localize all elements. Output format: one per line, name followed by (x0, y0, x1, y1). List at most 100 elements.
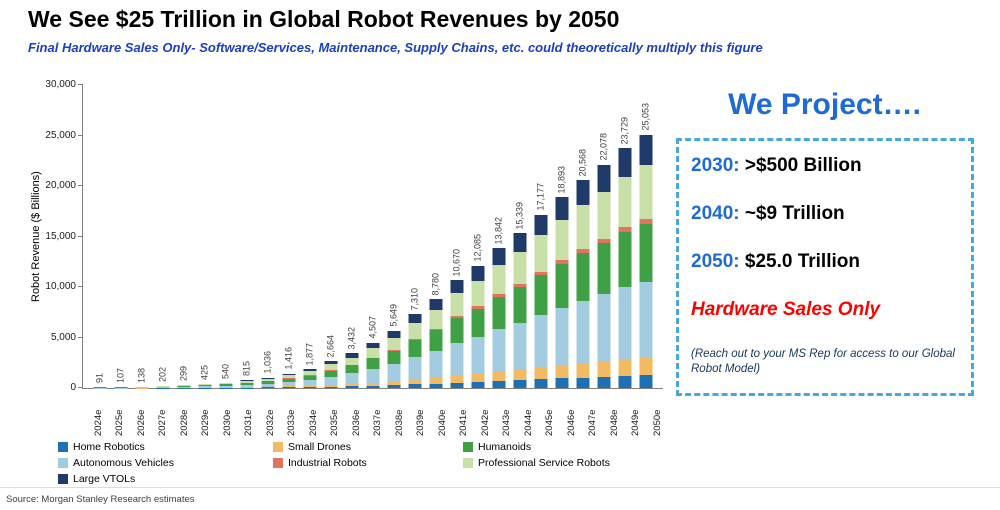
segment-home-robotics (597, 376, 611, 388)
segment-humanoids (387, 350, 401, 365)
projection-value: ~$9 Trillion (744, 203, 845, 224)
y-tick-mark (78, 185, 83, 186)
legend-label: Small Drones (288, 441, 352, 453)
legend-item-humanoids: Humanoids (463, 441, 658, 453)
y-tick-label: 5,000 (50, 331, 76, 343)
projection-item-2040: 2040: ~$9 Trillion (691, 203, 959, 225)
x-tick-2032e: 2032e (260, 390, 281, 436)
y-tick-label: 25,000 (45, 129, 76, 141)
segment-humanoids (639, 223, 653, 282)
segment-home-robotics (555, 378, 569, 388)
x-tick-2036e: 2036e (346, 390, 367, 436)
segment-home-robotics (492, 381, 506, 388)
segment-professional-service-robots (387, 337, 401, 350)
segment-autonomous-vehicles (387, 364, 401, 382)
bar-total-label: 1,877 (304, 342, 315, 366)
x-tick-label: 2042e (479, 409, 491, 436)
bar-2039e (408, 314, 422, 388)
segment-professional-service-robots (324, 364, 338, 371)
segment-professional-service-robots (261, 378, 275, 382)
segment-autonomous-vehicles (408, 357, 422, 380)
segment-small-drones (492, 371, 506, 382)
x-tick-label: 2048e (608, 409, 620, 436)
segment-large-vtols (471, 266, 485, 281)
segment-home-robotics (282, 387, 296, 388)
x-tick-2039e: 2039e (410, 390, 431, 436)
projection-items: 2030: >$500 Billion 2040: ~$9 Trillion 205… (691, 155, 959, 273)
projection-item-2030: 2030: >$500 Billion (691, 155, 959, 177)
segment-industrial-robots (639, 218, 653, 224)
bar-2046e (555, 197, 569, 388)
bar-total-label: 18,893 (556, 165, 567, 194)
x-tick-label: 2049e (630, 409, 642, 436)
bar-total-label: 12,085 (472, 234, 483, 262)
y-tick-mark (78, 336, 83, 338)
segment-large-vtols (387, 331, 401, 338)
segment-large-vtols (639, 135, 653, 166)
bar-total-label: 299 (178, 365, 189, 381)
legend-swatch-industrial-robots (273, 458, 283, 468)
bar-2038e (387, 331, 401, 388)
segment-humanoids (492, 297, 506, 330)
legend-label: Industrial Robots (288, 457, 367, 469)
segment-small-drones (387, 381, 401, 386)
footer: Source: Morgan Stanley Research estimate… (6, 494, 195, 505)
segment-industrial-robots (324, 370, 338, 371)
bar-column-2049e: 23,729 (615, 85, 636, 388)
segment-humanoids (513, 287, 527, 323)
bar-column-2045e: 17,177 (531, 85, 552, 388)
x-tick-2042e: 2042e (475, 390, 496, 436)
bar-column-2024e: 91 (89, 85, 110, 388)
segment-professional-service-robots (576, 205, 590, 249)
x-tick-2035e: 2035e (324, 390, 345, 436)
segment-large-vtols (324, 361, 338, 365)
bar-2034e (303, 369, 317, 388)
segment-small-drones (597, 361, 611, 377)
bar-2033e (282, 373, 296, 388)
y-tick-mark (78, 387, 83, 388)
segment-professional-service-robots (471, 280, 485, 307)
bar-total-label: 1,036 (262, 351, 273, 374)
x-tick-label: 2026e (135, 409, 147, 436)
segment-home-robotics (324, 386, 338, 388)
segment-large-vtols (555, 197, 569, 221)
segment-small-drones (261, 386, 275, 388)
segment-home-robotics (366, 385, 380, 388)
segment-humanoids (366, 358, 380, 369)
x-tick-label: 2044e (522, 409, 534, 436)
legend-swatch-large-vtols (58, 474, 68, 484)
segment-humanoids (408, 340, 422, 358)
segment-small-drones (345, 383, 359, 387)
bar-2035e (324, 361, 338, 388)
bar-column-2033e: 1,416 (278, 85, 299, 388)
bar-column-2048e: 22,078 (594, 85, 615, 388)
bar-2024e (93, 387, 107, 388)
legend-swatch-autonomous-vehicles (58, 458, 68, 468)
segment-professional-service-robots (177, 385, 191, 387)
segment-small-drones (576, 363, 590, 378)
x-tick-2047e: 2047e (582, 390, 603, 436)
segment-professional-service-robots (303, 371, 317, 376)
projection-heading: We Project…. (728, 88, 921, 121)
x-tick-2030e: 2030e (217, 390, 238, 436)
bar-column-2028e: 299 (173, 85, 194, 388)
segment-professional-service-robots (429, 310, 443, 329)
segment-humanoids (450, 317, 464, 343)
segment-professional-service-robots (240, 380, 254, 383)
bar-2042e (471, 266, 485, 388)
bar-total-label: 10,670 (451, 248, 462, 277)
segment-autonomous-vehicles (450, 342, 464, 376)
segment-industrial-robots (366, 357, 380, 359)
bar-column-2035e: 2,664 (320, 85, 341, 388)
segment-autonomous-vehicles (492, 329, 506, 372)
x-tick-2034e: 2034e (303, 390, 324, 436)
bar-2044e (513, 233, 527, 388)
bar-2037e (366, 342, 380, 388)
segment-home-robotics (408, 384, 422, 388)
segment-humanoids (555, 264, 569, 308)
legend-swatch-small-drones (273, 442, 283, 452)
segment-humanoids (219, 384, 233, 386)
bar-2047e (576, 180, 590, 388)
legend-label: Home Robotics (73, 441, 145, 453)
bar-2029e (198, 383, 212, 388)
